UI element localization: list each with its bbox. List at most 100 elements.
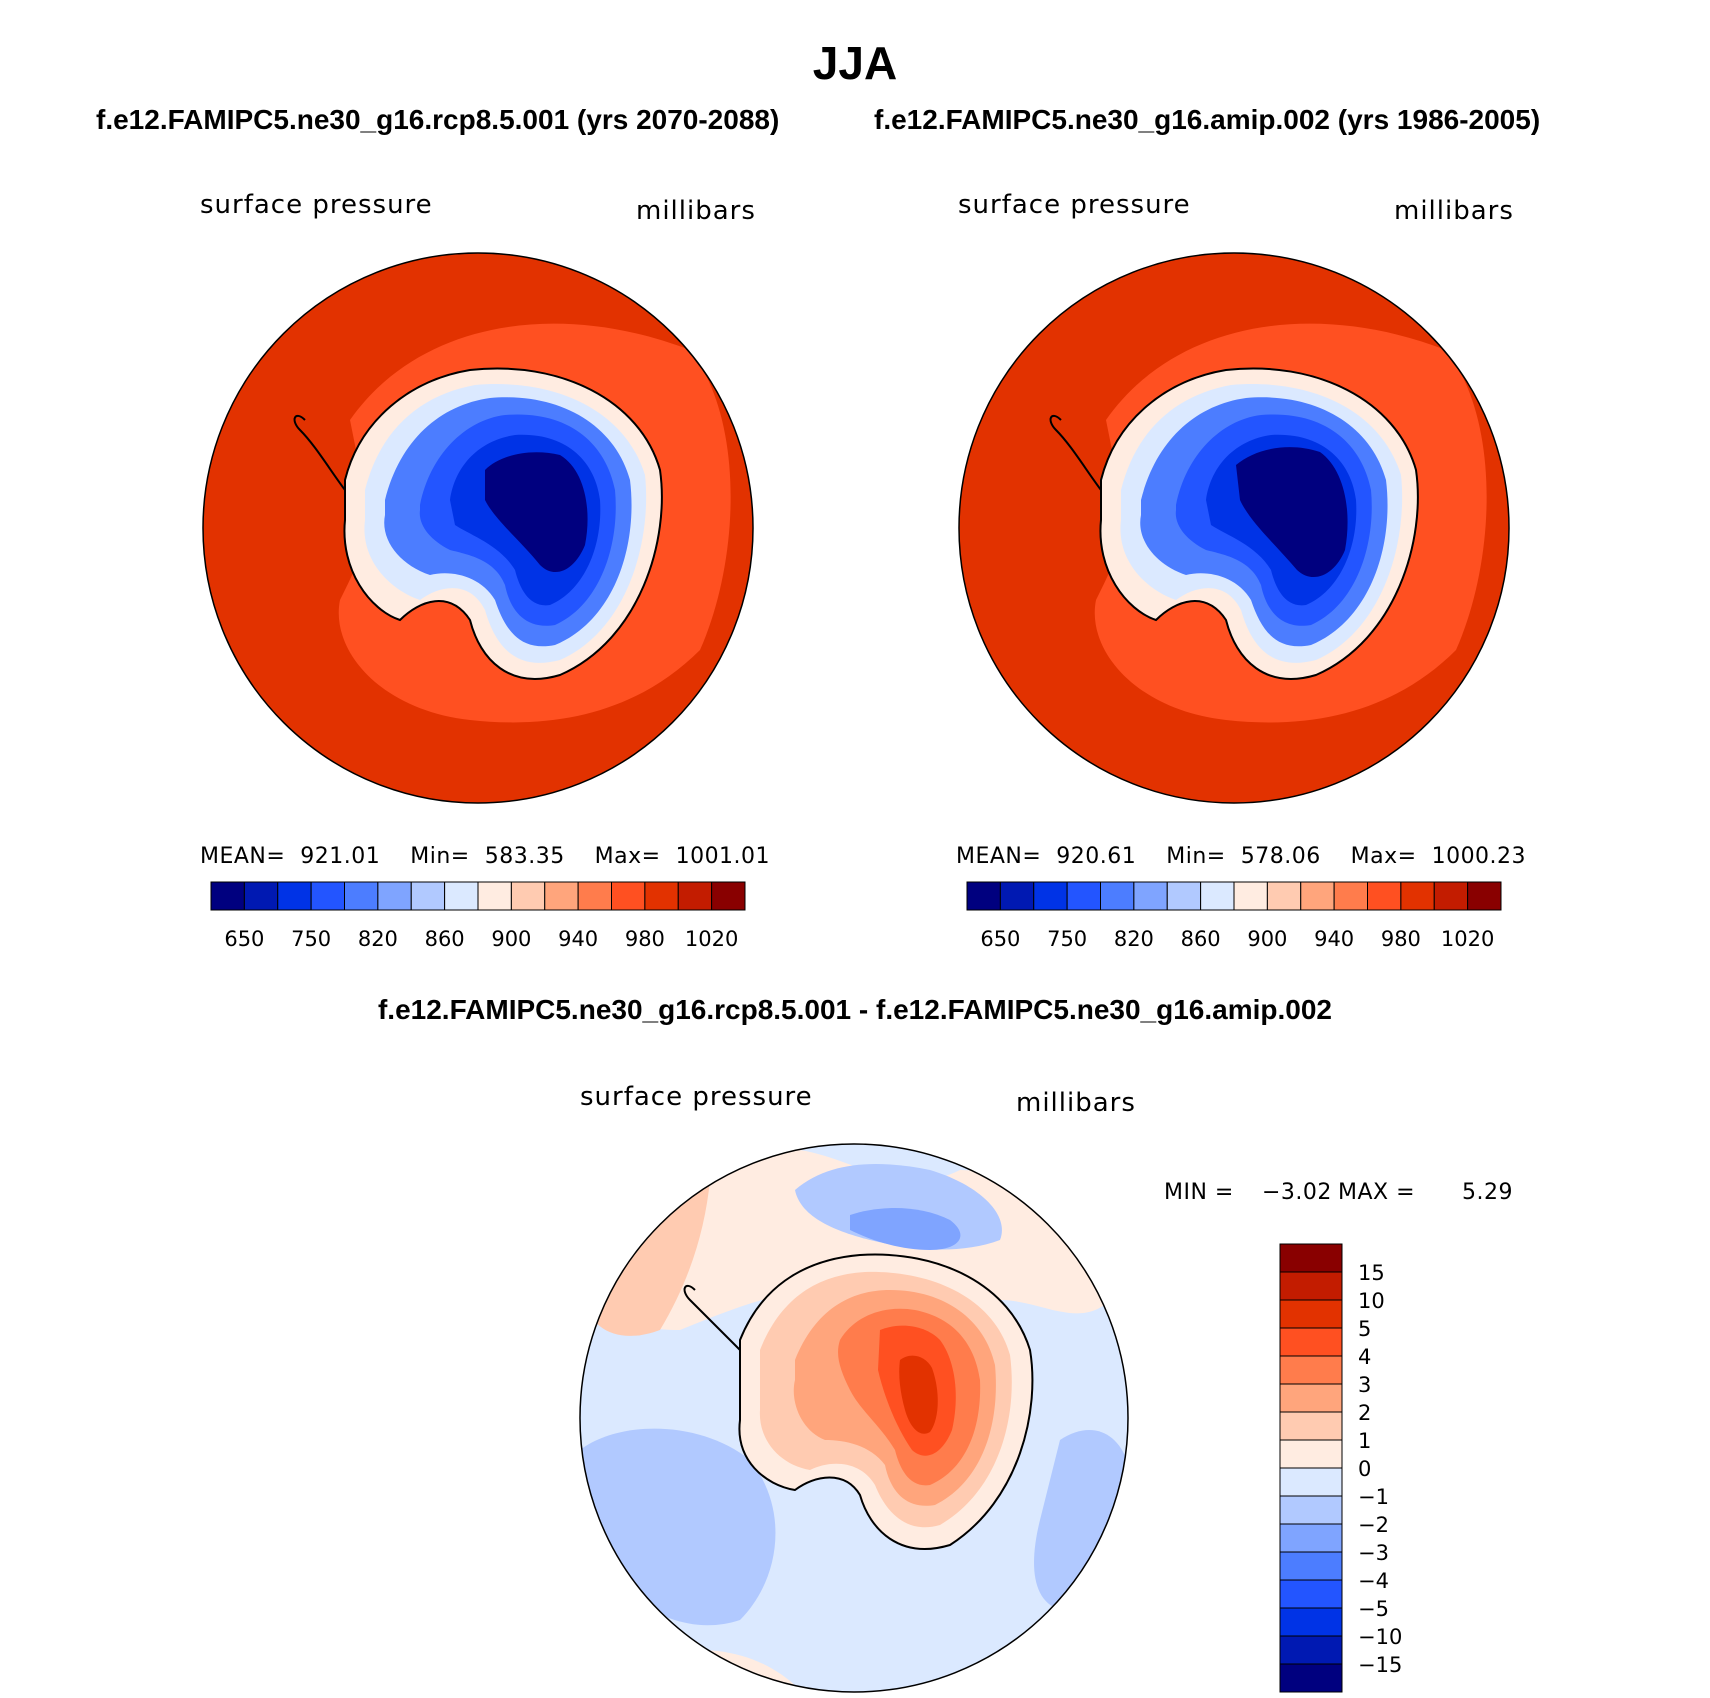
diff-map-coast — [738, 1253, 1034, 1550]
left-colorbar-swatch — [611, 881, 646, 911]
left-colorbar-tick-label: 820 — [358, 927, 398, 951]
right-colorbar-swatch — [999, 881, 1035, 911]
left-colorbar-tick-label: 860 — [425, 927, 465, 951]
diff-colorbar-swatch — [1279, 1579, 1343, 1609]
page-title: JJA — [812, 37, 898, 89]
diff-colorbar-swatch — [1279, 1607, 1343, 1637]
right-case-title: f.e12.FAMIPC5.ne30_g16.amip.002 (yrs 198… — [874, 104, 1541, 135]
diff-min-value: −3.02 — [1262, 1180, 1332, 1205]
right-map-border — [958, 252, 1510, 804]
right-colorbar-swatch — [1266, 881, 1302, 911]
left-colorbar-swatch — [310, 881, 345, 911]
left-map-peninsula — [293, 414, 346, 491]
diff-colorbar-swatch — [1279, 1551, 1343, 1581]
left-stats: MEAN= 921.01 Min= 583.35 Max= 1001.01 — [200, 844, 771, 869]
left-colorbar-swatch — [210, 881, 245, 911]
diff-colorbar-swatch — [1279, 1635, 1343, 1665]
right-colorbar-tick-label: 900 — [1247, 927, 1287, 951]
right-colorbar-tick-label: 820 — [1114, 927, 1154, 951]
right-colorbar-swatch — [1066, 881, 1101, 911]
diff-colorbar-tick-label: −5 — [1358, 1597, 1389, 1621]
left-colorbar-tick-label: 980 — [625, 927, 665, 951]
left-colorbar-swatch — [677, 881, 713, 911]
right-map-coast — [1099, 367, 1419, 680]
left-colorbar-swatch — [377, 881, 412, 911]
diff-min-label: MIN = — [1164, 1180, 1234, 1205]
diff-colorbar-swatch — [1279, 1383, 1343, 1413]
right-colorbar-swatch — [1433, 881, 1469, 911]
diff-case-title: f.e12.FAMIPC5.ne30_g16.rcp8.5.001 - f.e1… — [377, 994, 1333, 1025]
left-map-border — [202, 252, 754, 804]
right-colorbar-swatch — [1033, 881, 1068, 911]
diff-map-peninsula — [683, 1284, 741, 1351]
left-colorbar-tick-label: 750 — [291, 927, 331, 951]
left-colorbar-swatch — [577, 881, 612, 911]
right-colorbar-swatch — [1100, 881, 1135, 911]
diff-band-neg2-east — [1034, 1430, 1128, 1610]
left-colorbar-swatch — [711, 881, 746, 911]
right-map — [959, 253, 1509, 803]
diff-colorbar-swatch — [1279, 1467, 1343, 1497]
left-map-land-650 — [485, 452, 588, 573]
left-colorbar-tick-label: 1020 — [685, 927, 738, 951]
diff-colorbar-swatch — [1279, 1299, 1343, 1329]
diff-colorbar-swatch — [1279, 1243, 1343, 1273]
diff-colorbar-tick-label: −2 — [1358, 1513, 1389, 1537]
diff-colorbar-tick-label: −15 — [1358, 1653, 1402, 1677]
left-colorbar-swatch — [277, 881, 312, 911]
diff-band-neg3-north — [850, 1208, 961, 1250]
right-colorbar-tick-label: 650 — [980, 927, 1020, 951]
diff-max-label: MAX = — [1338, 1180, 1416, 1205]
right-map-land-650 — [1236, 447, 1348, 578]
diff-colorbar-tick-label: 0 — [1358, 1457, 1371, 1481]
diff-colorbar-tick-label: −1 — [1358, 1485, 1389, 1509]
diff-colorbar-tick-label: 2 — [1358, 1401, 1371, 1425]
left-colorbar-swatch — [344, 881, 379, 911]
right-colorbar-swatch — [966, 881, 1001, 911]
right-colorbar-swatch — [1166, 881, 1202, 911]
right-colorbar-swatch — [1400, 881, 1435, 911]
diff-colorbar-tick-label: −3 — [1358, 1541, 1389, 1565]
left-colorbar-tick-label: 900 — [491, 927, 531, 951]
right-colorbar-swatch — [1467, 881, 1502, 911]
right-colorbar-tick-label: 980 — [1381, 927, 1421, 951]
diff-units-label: millibars — [1016, 1088, 1136, 1118]
diff-colorbar-swatch — [1279, 1495, 1343, 1525]
right-colorbar-swatch — [1333, 881, 1368, 911]
left-colorbar-swatch — [444, 881, 479, 911]
diff-land-pos5 — [899, 1355, 938, 1434]
left-colorbar: 650 750 820 860 900 940 980 1020 — [210, 881, 746, 951]
diff-colorbar-tick-label: −10 — [1358, 1625, 1402, 1649]
left-colorbar-swatch — [644, 881, 679, 911]
left-map-coast — [343, 367, 663, 680]
left-map — [203, 253, 753, 803]
left-colorbar-swatch — [477, 881, 512, 911]
right-colorbar-tick-label: 860 — [1181, 927, 1221, 951]
left-colorbar-swatch — [243, 881, 279, 911]
right-stats: MEAN= 920.61 Min= 578.06 Max= 1000.23 — [956, 844, 1527, 869]
diff-colorbar-swatch — [1279, 1523, 1343, 1553]
right-colorbar-swatch — [1133, 881, 1168, 911]
right-var-label: surface pressure — [958, 190, 1191, 220]
diff-colorbar-tick-label: −4 — [1358, 1569, 1389, 1593]
right-colorbar-tick-label: 1020 — [1441, 927, 1494, 951]
left-units-label: millibars — [636, 196, 756, 226]
right-colorbar-swatch — [1367, 881, 1402, 911]
diff-var-label: surface pressure — [580, 1082, 813, 1112]
right-units-label: millibars — [1394, 196, 1514, 226]
right-colorbar-swatch — [1233, 881, 1268, 911]
diff-colorbar-tick-label: 4 — [1358, 1345, 1371, 1369]
diff-colorbar-swatch — [1279, 1271, 1343, 1301]
diff-colorbar-swatch — [1279, 1327, 1343, 1357]
diff-colorbar-swatch — [1279, 1411, 1343, 1441]
left-colorbar-swatch — [410, 881, 446, 911]
diff-colorbar-tick-label: 1 — [1358, 1429, 1371, 1453]
left-var-label: surface pressure — [200, 190, 433, 220]
right-colorbar-tick-label: 940 — [1314, 927, 1354, 951]
diff-colorbar-swatch — [1279, 1355, 1343, 1385]
diff-colorbar-tick-label: 5 — [1358, 1317, 1371, 1341]
right-colorbar: 650 750 820 860 900 940 980 1020 — [966, 881, 1502, 951]
right-colorbar-swatch — [1300, 881, 1335, 911]
